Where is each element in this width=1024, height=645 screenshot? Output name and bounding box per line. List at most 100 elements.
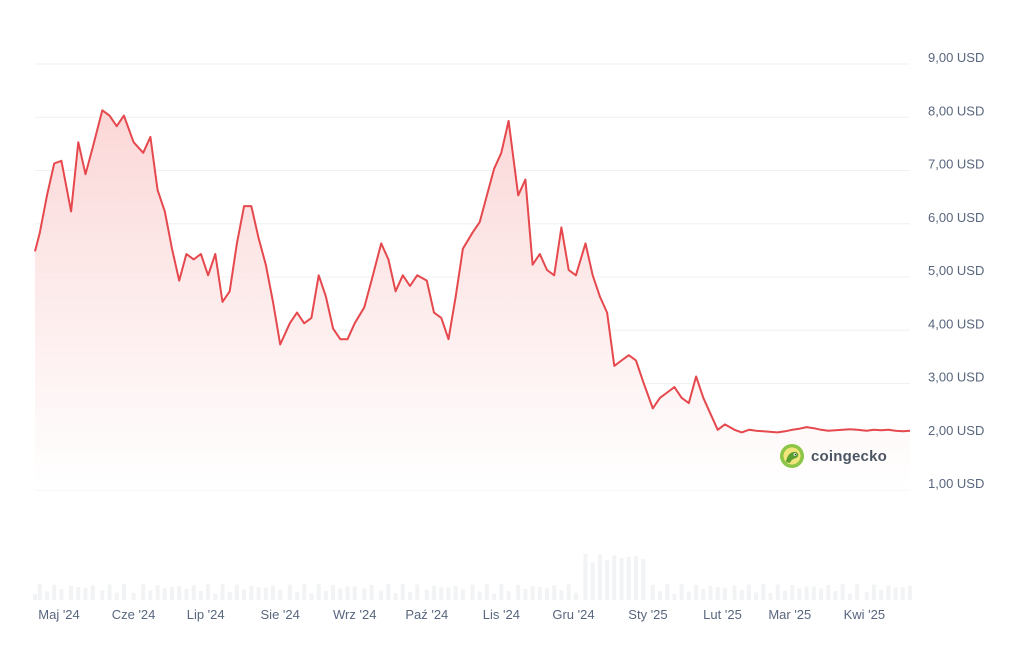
- volume-bar: [650, 584, 655, 600]
- gecko-logo-icon: [780, 444, 804, 468]
- volume-bar: [37, 584, 42, 600]
- volume-bar: [833, 590, 838, 600]
- volume-bar: [783, 590, 787, 600]
- volume-bar: [484, 584, 489, 600]
- volume-bar: [338, 588, 343, 600]
- volume-bar: [746, 584, 751, 600]
- volume-bar: [270, 585, 275, 600]
- y-tick-label: 6,00 USD: [928, 210, 984, 225]
- volume-bar: [855, 584, 860, 600]
- volume-bar: [69, 586, 74, 600]
- x-tick-label: Sie '24: [261, 607, 300, 622]
- volume-bar: [249, 585, 254, 600]
- volume-bar: [386, 584, 391, 600]
- volume-bar: [739, 589, 744, 600]
- volume-bar: [170, 586, 175, 600]
- volume-bar: [446, 587, 451, 600]
- volume-bar: [679, 584, 684, 600]
- volume-bar: [665, 584, 670, 600]
- x-tick-label: Wrz '24: [333, 607, 376, 622]
- volume-bar: [141, 584, 146, 600]
- volume-bars: [33, 554, 912, 600]
- volume-bar: [506, 591, 511, 600]
- volume-bar: [309, 593, 314, 600]
- volume-bar: [626, 556, 631, 600]
- x-tick-label: Cze '24: [112, 607, 156, 622]
- volume-bar: [256, 587, 261, 600]
- y-axis-ticks: 1,00 USD 2,00 USD 3,00 USD 4,00 USD 5,00 USD…: [928, 50, 984, 491]
- volume-bar: [597, 554, 602, 600]
- volume-bar: [184, 588, 189, 600]
- volume-bar: [715, 587, 720, 600]
- volume-bar: [864, 591, 869, 600]
- volume-bar: [768, 593, 773, 600]
- volume-bar: [633, 556, 638, 600]
- volume-bar: [424, 589, 429, 600]
- y-tick-label: 3,00 USD: [928, 370, 984, 385]
- volume-bar: [323, 590, 328, 600]
- coingecko-watermark: coingecko: [779, 443, 887, 469]
- y-tick-label: 2,00 USD: [928, 423, 984, 438]
- volume-bar: [206, 584, 211, 600]
- volume-bar: [162, 588, 167, 600]
- volume-bar: [415, 584, 420, 600]
- volume-bar: [804, 586, 809, 600]
- volume-bar: [379, 590, 384, 600]
- volume-bar: [694, 584, 699, 600]
- volume-bar: [369, 585, 374, 600]
- volume-bar: [107, 584, 112, 600]
- volume-bar: [100, 590, 105, 600]
- brand-name: coingecko: [811, 447, 887, 465]
- x-tick-label: Lis '24: [483, 607, 520, 622]
- y-tick-label: 1,00 USD: [928, 476, 984, 491]
- volume-bar: [900, 587, 905, 600]
- volume-bar: [477, 591, 482, 600]
- volume-bar: [761, 584, 766, 600]
- volume-bar: [213, 593, 218, 600]
- volume-bar: [701, 589, 706, 600]
- volume-bar: [590, 562, 595, 600]
- volume-bar: [234, 584, 239, 600]
- volume-bar: [545, 588, 550, 600]
- volume-bar: [90, 585, 95, 600]
- volume-bar: [552, 585, 557, 600]
- volume-bar: [559, 590, 564, 600]
- volume-bar: [516, 584, 521, 600]
- volume-bar: [775, 584, 780, 600]
- volume-bar: [316, 584, 321, 600]
- volume-bar: [492, 593, 497, 600]
- volume-bar: [220, 584, 225, 600]
- volume-bar: [432, 585, 437, 600]
- volume-bar: [605, 560, 610, 600]
- x-tick-label: Kwi '25: [844, 607, 886, 622]
- y-tick-label: 4,00 USD: [928, 316, 984, 331]
- volume-bar: [45, 591, 50, 600]
- y-tick-label: 7,00 USD: [928, 157, 984, 172]
- volume-bar: [302, 584, 307, 600]
- volume-bar: [33, 594, 37, 600]
- volume-bar: [76, 587, 81, 600]
- volume-bar: [811, 586, 816, 600]
- volume-bar: [52, 584, 57, 600]
- volume-bar: [722, 587, 727, 600]
- x-tick-label: Maj '24: [38, 607, 80, 622]
- volume-bar: [708, 585, 713, 600]
- volume-bar: [155, 585, 160, 600]
- x-tick-label: Lip '24: [187, 607, 225, 622]
- x-axis-ticks: Maj '24 Cze '24 Lip '24 Sie '24 Wrz '24 Paź '…: [38, 607, 885, 622]
- volume-bar: [242, 589, 247, 600]
- volume-bar: [121, 584, 126, 600]
- volume-bar: [826, 584, 831, 600]
- volume-bar: [686, 591, 691, 600]
- volume-bar: [453, 585, 458, 600]
- volume-bar: [886, 585, 891, 600]
- volume-bar: [131, 592, 136, 600]
- volume-bar: [439, 587, 444, 600]
- volume-bar: [345, 586, 350, 600]
- volume-bar: [227, 591, 232, 600]
- price-line[interactable]: [34, 109, 911, 434]
- volume-bar: [191, 584, 196, 600]
- volume-bar: [871, 584, 876, 600]
